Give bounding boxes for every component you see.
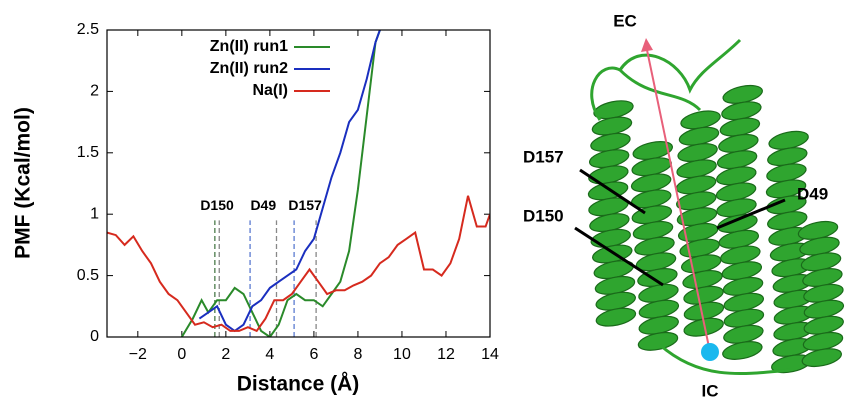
ic-marker bbox=[701, 343, 719, 361]
annotation-label: D49 bbox=[250, 197, 276, 213]
x-tick-label: 2 bbox=[221, 346, 230, 363]
x-tick-label: 12 bbox=[437, 346, 455, 363]
residue-label: D157 bbox=[523, 147, 564, 166]
annotation-label: D157 bbox=[288, 197, 322, 213]
helix-turn bbox=[683, 317, 724, 337]
legend-label: Na(I) bbox=[252, 82, 288, 99]
loop bbox=[590, 38, 791, 376]
x-tick-label: 8 bbox=[353, 346, 362, 363]
helix-turn bbox=[637, 331, 679, 351]
x-tick-label: 0 bbox=[177, 346, 186, 363]
x-tick-label: 10 bbox=[393, 346, 411, 363]
pointer bbox=[574, 226, 664, 287]
x-axis-label: Distance (Å) bbox=[237, 372, 360, 396]
helix-turn bbox=[801, 348, 843, 368]
series-line bbox=[107, 195, 490, 333]
helix-turn bbox=[722, 341, 763, 360]
pathway-arrow bbox=[646, 49, 711, 353]
y-tick-label: 2 bbox=[90, 83, 99, 100]
pointer bbox=[579, 168, 646, 215]
y-tick-label: 0.5 bbox=[77, 267, 99, 284]
y-axis-label: PMF (Kcal/mol) bbox=[12, 107, 35, 259]
residue-label: D49 bbox=[797, 184, 828, 203]
helix-turn bbox=[595, 307, 637, 327]
pointer bbox=[716, 198, 786, 230]
arrow-head bbox=[641, 38, 653, 52]
y-tick-label: 1 bbox=[90, 205, 99, 222]
ec-label: EC bbox=[613, 11, 637, 30]
y-tick-label: 0 bbox=[90, 328, 99, 345]
plot-frame bbox=[106, 29, 491, 338]
series-line bbox=[180, 30, 381, 337]
ic-label: IC bbox=[702, 381, 719, 400]
x-tick-label: 4 bbox=[265, 346, 274, 363]
series-line bbox=[198, 30, 381, 333]
legend-label: Zn(II) run1 bbox=[210, 38, 288, 55]
x-tick-label: 14 bbox=[481, 346, 499, 363]
x-tick-label: −2 bbox=[129, 346, 147, 363]
y-tick-label: 1.5 bbox=[77, 144, 99, 161]
residue-label: D150 bbox=[523, 206, 564, 225]
x-tick-label: 6 bbox=[309, 346, 318, 363]
protein-structure bbox=[587, 38, 845, 376]
y-tick-label: 2.5 bbox=[77, 21, 99, 38]
legend-label: Zn(II) run2 bbox=[210, 60, 288, 77]
annotation-label: D150 bbox=[200, 197, 234, 213]
